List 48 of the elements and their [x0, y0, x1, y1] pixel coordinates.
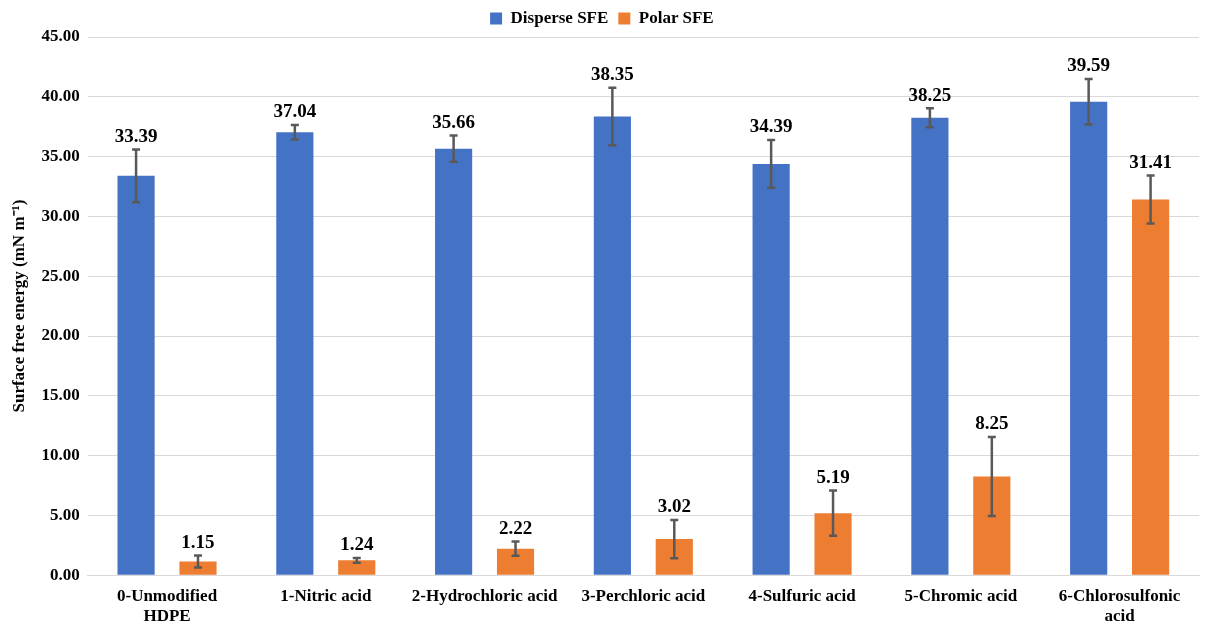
x-tick-label: 2-Hydrochloric acid [411, 585, 558, 605]
data-label: 8.25 [975, 412, 1009, 434]
data-label: 2.22 [498, 516, 533, 538]
bar [435, 148, 473, 575]
data-label: 33.39 [114, 124, 158, 146]
legend-label: Polar SFE [638, 7, 714, 27]
bar [1070, 101, 1108, 575]
y-tick-label: 20.00 [41, 325, 80, 345]
bar [1132, 199, 1170, 575]
data-label: 1.15 [181, 530, 215, 552]
bar [973, 476, 1011, 575]
bar [655, 539, 693, 575]
legend-label: Disperse SFE [510, 7, 609, 27]
bar [179, 561, 217, 575]
y-tick-label: 5.00 [49, 504, 80, 524]
bar [752, 163, 790, 575]
x-tick-label: 0-Unmodified HDPE [116, 585, 218, 626]
bar [338, 560, 376, 575]
data-label: 38.35 [590, 63, 634, 85]
y-tick-label: 25.00 [41, 265, 80, 285]
x-tick-label: 4-Sulfuric acid [748, 585, 857, 605]
data-label: 37.04 [273, 100, 317, 122]
data-label: 31.41 [1129, 151, 1172, 173]
x-tick-label: 1-Nitric acid [280, 585, 372, 605]
bar [117, 175, 155, 575]
data-label: 39.59 [1067, 54, 1111, 76]
bar [593, 116, 631, 575]
x-tick-label: 5-Chromic acid [904, 585, 1018, 605]
y-tick-label: 30.00 [41, 205, 80, 225]
y-tick-label: 15.00 [41, 385, 80, 405]
y-tick-label: 10.00 [41, 444, 80, 464]
data-label: 34.39 [749, 115, 793, 137]
data-label: 38.25 [908, 83, 952, 105]
y-tick-label: 40.00 [41, 86, 80, 106]
data-label: 5.19 [816, 465, 850, 487]
y-tick-label: 45.00 [41, 26, 80, 46]
bar [911, 117, 949, 575]
data-label: 35.66 [432, 110, 475, 132]
x-tick-label: 6-Chlorosulfonic acid [1058, 585, 1181, 626]
bar [496, 548, 535, 575]
x-tick-label: 3-Perchloric acid [581, 585, 706, 605]
y-tick-label: 35.00 [41, 145, 80, 165]
bar [814, 513, 852, 575]
y-axis-title: Surface free energy (mN m⁻¹) [8, 199, 28, 413]
y-tick-label: 0.00 [49, 564, 80, 584]
data-label: 1.24 [340, 533, 374, 555]
data-label: 3.02 [657, 495, 691, 517]
bar [276, 132, 314, 575]
